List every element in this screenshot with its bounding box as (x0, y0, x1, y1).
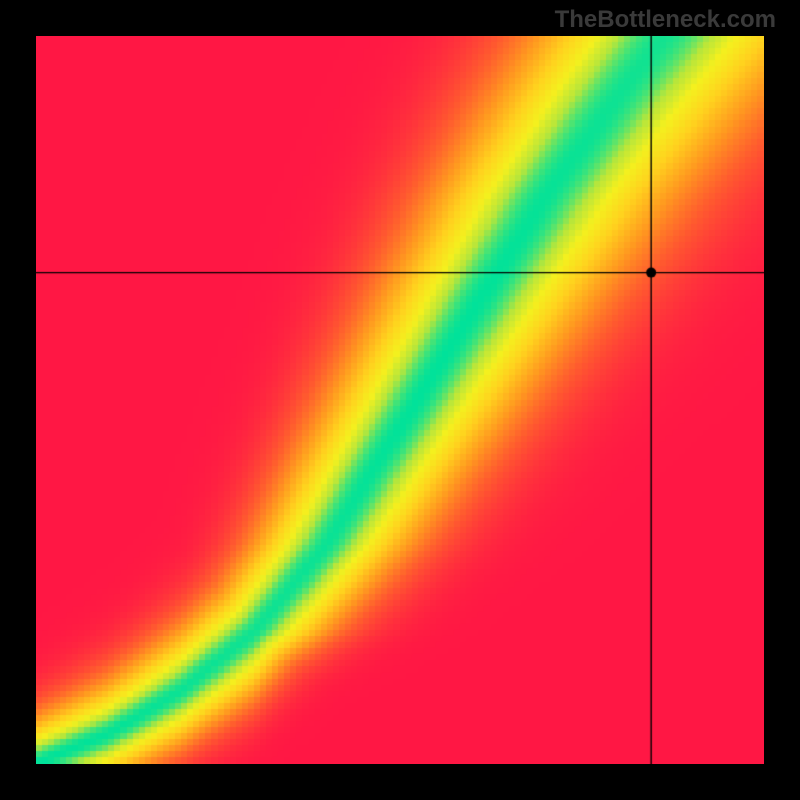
bottleneck-heatmap (36, 36, 764, 764)
watermark-text: TheBottleneck.com (555, 6, 776, 34)
